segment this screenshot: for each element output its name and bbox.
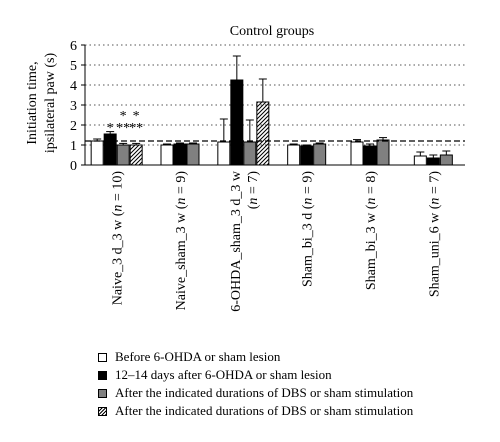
y-tick-label: 3 xyxy=(70,99,77,114)
significance-star: * xyxy=(133,109,140,124)
significance-star: * xyxy=(107,121,114,136)
bar xyxy=(426,157,440,166)
bar xyxy=(243,141,257,166)
x-tick-label: 6-OHDA_sham_3 d_3 w xyxy=(229,170,244,312)
bar xyxy=(300,145,314,166)
gridlines xyxy=(85,44,465,146)
significance-star: ** xyxy=(129,121,143,136)
legend-swatch-black xyxy=(98,370,107,380)
legend-label: 12–14 days after 6-OHDA or sham lesion xyxy=(115,367,332,382)
bar xyxy=(173,143,187,166)
bar xyxy=(129,144,143,166)
bar xyxy=(376,139,390,166)
bar xyxy=(256,101,270,166)
x-tick-label: Sham_bi_3 w (n = 8) xyxy=(364,171,379,290)
legend: Before 6-OHDA or sham lesion 12–14 days … xyxy=(98,348,498,420)
legend-swatch-white xyxy=(98,352,107,362)
bar xyxy=(350,141,364,166)
y-axis-label: Initiation time, ipsilateral paw (s) xyxy=(25,53,58,154)
y-tick-label: 6 xyxy=(70,39,77,54)
legend-label: Before 6-OHDA or sham lesion xyxy=(115,349,281,364)
bar xyxy=(230,79,244,166)
y-axis-label-line-1: Initiation time, xyxy=(25,61,40,144)
x-tick-labels: Naive_3 d_3 w (n = 10) Naive_sham_3 w (n … xyxy=(111,170,443,312)
significance-annotations: * ** *** * xyxy=(107,109,144,136)
bar xyxy=(116,144,130,166)
legend-label: After the indicated durations of DBS or … xyxy=(115,403,414,418)
bar xyxy=(90,140,104,166)
legend-label: After the indicated durations of DBS or … xyxy=(115,385,414,400)
bar xyxy=(287,144,301,166)
bar xyxy=(160,144,174,166)
y-axis-label-line-2: ipsilateral paw (s) xyxy=(43,53,58,154)
legend-item: After the indicated durations of DBS or … xyxy=(98,402,498,420)
chart-title: Control groups xyxy=(230,24,314,39)
legend-item: Before 6-OHDA or sham lesion xyxy=(98,348,498,366)
bar xyxy=(186,143,200,166)
bar xyxy=(413,155,427,166)
x-tick-label: Naive_3 d_3 w (n = 10) xyxy=(111,171,126,306)
legend-item: After the indicated durations of DBS or … xyxy=(98,384,498,402)
y-tick-label: 2 xyxy=(70,119,77,134)
y-tick-label: 0 xyxy=(70,159,77,174)
significance-star: ** xyxy=(116,121,130,136)
bar xyxy=(217,141,231,166)
error-bars xyxy=(93,55,451,158)
bar xyxy=(313,143,327,166)
legend-swatch-hatched xyxy=(98,406,107,416)
y-tick-label: 5 xyxy=(70,59,77,74)
bar xyxy=(439,154,453,166)
axes xyxy=(84,45,465,166)
legend-swatch-gray xyxy=(98,388,107,398)
y-ticks: 0 1 2 3 4 5 6 xyxy=(70,39,85,174)
significance-star: * xyxy=(120,109,127,124)
y-tick-label: 4 xyxy=(70,79,77,94)
bar xyxy=(363,145,377,166)
bar xyxy=(103,133,117,166)
bars xyxy=(90,79,453,166)
y-tick-label: 1 xyxy=(70,139,77,154)
x-tick-label: (n = 7) xyxy=(246,171,261,210)
legend-item: 12–14 days after 6-OHDA or sham lesion xyxy=(98,366,498,384)
x-tick-label: Sham_bi_3 d (n = 9) xyxy=(301,171,316,287)
x-tick-label: Sham_uni_6 w (n = 7) xyxy=(427,171,442,297)
x-tick-label: Naive_sham_3 w (n = 9) xyxy=(174,171,189,311)
